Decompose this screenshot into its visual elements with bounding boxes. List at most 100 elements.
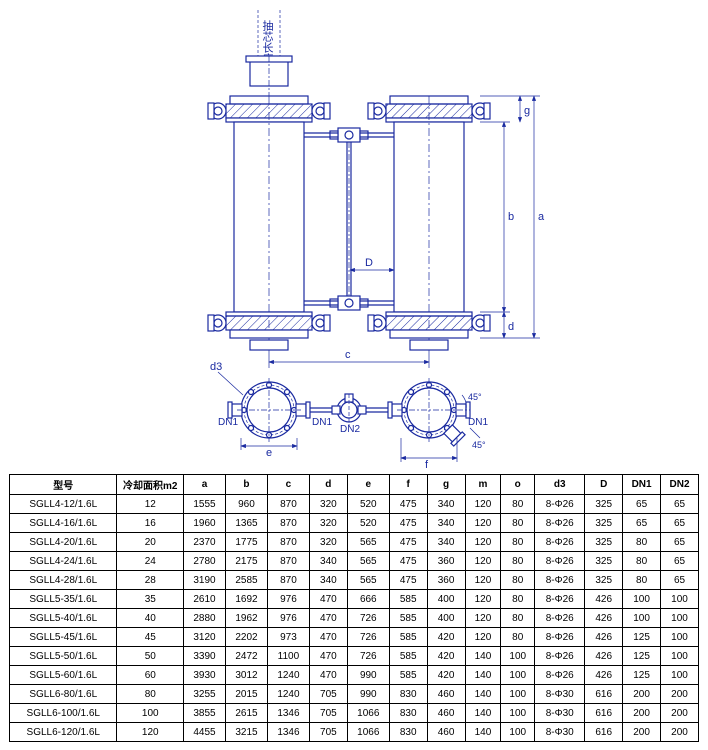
table-cell: 65	[661, 571, 699, 590]
table-cell: 3390	[184, 647, 226, 666]
table-cell: 4455	[184, 723, 226, 742]
table-cell: 426	[585, 647, 623, 666]
table-header-cell: DN1	[623, 475, 661, 495]
table-cell: 976	[267, 590, 309, 609]
table-cell: 325	[585, 571, 623, 590]
table-cell: 120	[465, 514, 501, 533]
table-cell: 1775	[225, 533, 267, 552]
table-header-cell: e	[347, 475, 389, 495]
table-cell: 80	[501, 609, 535, 628]
table-cell: 973	[267, 628, 309, 647]
table-row: SGLL6-80/1.6L803255201512407059908304601…	[10, 685, 699, 704]
table-cell: 460	[427, 685, 465, 704]
table-cell: 12	[117, 495, 184, 514]
table-cell: 585	[389, 628, 427, 647]
label-b: b	[508, 211, 514, 223]
table-row: SGLL4-16/1.6L161960136587032052047534012…	[10, 514, 699, 533]
table-cell: 40	[117, 609, 184, 628]
table-cell: 1240	[267, 685, 309, 704]
table-cell: 3930	[184, 666, 226, 685]
table-cell: 340	[427, 495, 465, 514]
table-cell: 1346	[267, 723, 309, 742]
table-cell: 990	[347, 685, 389, 704]
table-body: SGLL4-12/1.6L121555960870320520475340120…	[10, 495, 699, 742]
table-cell: 8-Φ26	[535, 647, 585, 666]
table-cell: 726	[347, 628, 389, 647]
label-DN1-left: DN1	[218, 417, 238, 428]
table-cell: 705	[309, 704, 347, 723]
table-cell: 726	[347, 609, 389, 628]
table-cell: 8-Φ26	[535, 552, 585, 571]
table-cell: 100	[501, 647, 535, 666]
label-c: c	[345, 349, 351, 361]
table-cell: 200	[623, 723, 661, 742]
label-g: g	[524, 105, 530, 117]
table-cell: SGLL4-12/1.6L	[10, 495, 117, 514]
table-cell: 8-Φ30	[535, 704, 585, 723]
table-cell: 8-Φ26	[535, 571, 585, 590]
table-cell: 2615	[225, 704, 267, 723]
table-row: SGLL5-45/1.6L453120220297347072658542012…	[10, 628, 699, 647]
table-cell: 100	[501, 704, 535, 723]
table-cell: 585	[389, 590, 427, 609]
table-cell: 120	[465, 628, 501, 647]
table-cell: 325	[585, 552, 623, 571]
table-cell: 475	[389, 514, 427, 533]
table-cell: 8-Φ30	[535, 723, 585, 742]
table-cell: 100	[623, 609, 661, 628]
table-cell: 460	[427, 723, 465, 742]
table-cell: 616	[585, 723, 623, 742]
table-cell: 80	[501, 628, 535, 647]
table-cell: 320	[309, 514, 347, 533]
table-cell: 340	[427, 514, 465, 533]
table-cell: 585	[389, 647, 427, 666]
table-cell: 8-Φ30	[535, 685, 585, 704]
table-cell: 2175	[225, 552, 267, 571]
table-cell: 1555	[184, 495, 226, 514]
table-cell: 65	[623, 514, 661, 533]
table-cell: 80	[501, 590, 535, 609]
table-cell: 80	[117, 685, 184, 704]
table-cell: 3012	[225, 666, 267, 685]
table-cell: SGLL5-50/1.6L	[10, 647, 117, 666]
table-cell: 100	[661, 628, 699, 647]
table-cell: 100	[501, 666, 535, 685]
table-cell: 2202	[225, 628, 267, 647]
table-header-cell: c	[267, 475, 309, 495]
table-cell: 325	[585, 514, 623, 533]
table-cell: 360	[427, 571, 465, 590]
table-cell: 3855	[184, 704, 226, 723]
table-cell: 1066	[347, 723, 389, 742]
table-cell: 1066	[347, 704, 389, 723]
table-cell: 990	[347, 666, 389, 685]
table-cell: 200	[661, 685, 699, 704]
table-cell: 705	[309, 685, 347, 704]
table-cell: 616	[585, 685, 623, 704]
table-cell: 400	[427, 590, 465, 609]
table-row: SGLL4-20/1.6L202370177587032056547534012…	[10, 533, 699, 552]
table-cell: 3215	[225, 723, 267, 742]
table-row: SGLL4-28/1.6L283190258587034056547536012…	[10, 571, 699, 590]
table-cell: 8-Φ26	[535, 514, 585, 533]
table-cell: 20	[117, 533, 184, 552]
table-cell: 1962	[225, 609, 267, 628]
table-cell: 960	[225, 495, 267, 514]
table-cell: 65	[661, 495, 699, 514]
table-cell: 1960	[184, 514, 226, 533]
table-cell: 120	[465, 571, 501, 590]
table-cell: 460	[427, 704, 465, 723]
table-cell: 2585	[225, 571, 267, 590]
table-cell: 325	[585, 533, 623, 552]
table-cell: 28	[117, 571, 184, 590]
table-cell: 616	[585, 704, 623, 723]
table-row: SGLL5-60/1.6L603930301212404709905854201…	[10, 666, 699, 685]
table-row: SGLL4-24/1.6L242780217587034056547536012…	[10, 552, 699, 571]
table-cell: 8-Φ26	[535, 666, 585, 685]
table-cell: 726	[347, 647, 389, 666]
table-cell: 200	[623, 685, 661, 704]
label-DN1-mid: DN1	[312, 417, 332, 428]
table-cell: 8-Φ26	[535, 628, 585, 647]
table-header-cell: 冷却面积m2	[117, 475, 184, 495]
table-cell: 340	[309, 552, 347, 571]
table-cell: 140	[465, 704, 501, 723]
